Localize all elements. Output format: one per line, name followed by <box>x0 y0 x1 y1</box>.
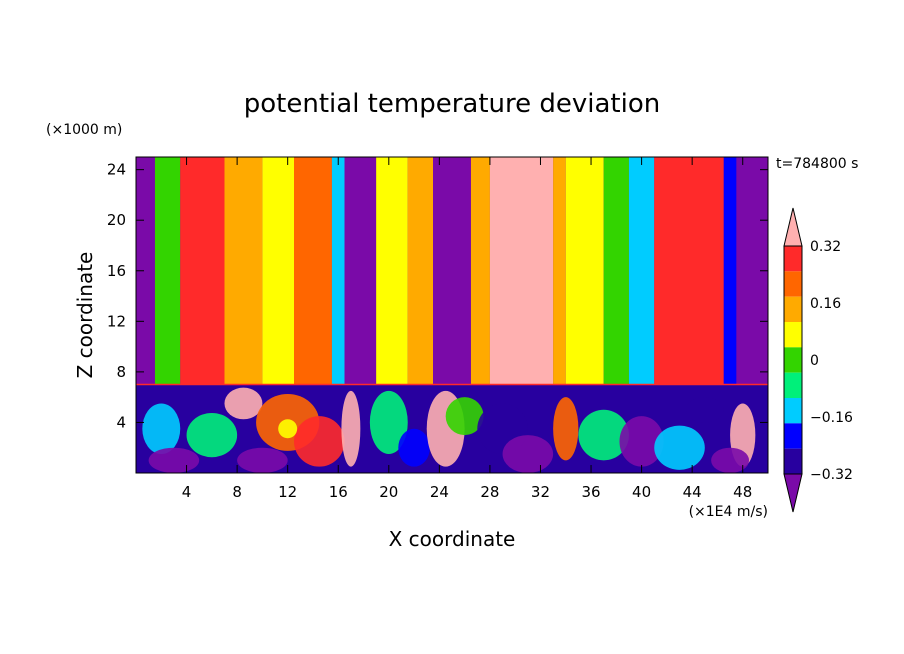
y-tick-label-0: 4 <box>116 413 126 431</box>
colorbar-segment-7 <box>784 296 802 322</box>
upper-column-5 <box>294 157 332 385</box>
upper-column-17 <box>654 157 724 385</box>
y-tick-label-1: 8 <box>116 363 126 381</box>
upper-column-15 <box>603 157 629 385</box>
lower-patch-0 <box>142 403 181 455</box>
colorbar-label-4: −0.32 <box>810 467 853 483</box>
x-tick-label-10: 44 <box>683 483 702 501</box>
colorbar-label-0: 0.32 <box>810 239 841 255</box>
upper-column-14 <box>565 157 604 385</box>
x-tick-label-7: 32 <box>531 483 550 501</box>
x-tick-label-11: 48 <box>733 483 752 501</box>
colorbar-label-2: 0 <box>810 353 819 369</box>
upper-column-8 <box>376 157 408 385</box>
lower-patch-14 <box>502 435 554 473</box>
colorbar-segment-2 <box>784 423 802 449</box>
x-tick-label-6: 28 <box>480 483 499 501</box>
lower-patch-4 <box>294 416 345 467</box>
colorbar-segment-4 <box>784 372 802 398</box>
y-axis: 4 8 12 16 20 24 <box>107 161 768 431</box>
lower-patch-16 <box>578 409 629 461</box>
colorbar-segment-5 <box>784 347 802 373</box>
lower-patch-1 <box>186 412 238 458</box>
time-label: t=784800 s <box>776 156 858 172</box>
x-tick-label-3: 16 <box>329 483 348 501</box>
y-tick-label-3: 16 <box>107 262 126 280</box>
lower-patch-8 <box>341 390 361 467</box>
colorbar: 0.32 0.16 0 −0.16 −0.32 <box>783 207 853 513</box>
plot-frame <box>135 156 769 474</box>
x-tick-label-5: 24 <box>430 483 449 501</box>
upper-column-1 <box>154 157 181 385</box>
y-units-label: (×1000 m) <box>46 122 122 138</box>
lower-patch-15 <box>553 397 579 461</box>
upper-column-7 <box>344 157 377 385</box>
upper-column-16 <box>628 157 655 385</box>
x-axis-label: X coordinate <box>389 527 516 551</box>
upper-column-9 <box>407 157 434 385</box>
lower-patch-18 <box>654 425 705 470</box>
x-tick-label-0: 4 <box>182 483 192 501</box>
upper-column-6 <box>331 157 345 385</box>
plot-area <box>135 156 769 474</box>
upper-column-18 <box>723 157 737 385</box>
x-tick-label-2: 12 <box>278 483 297 501</box>
lower-patch-17 <box>619 416 664 467</box>
upper-column-4 <box>262 157 294 385</box>
y-tick-label-4: 20 <box>107 211 126 229</box>
colorbar-extend-bottom <box>783 473 803 513</box>
colorbar-segment-1 <box>784 448 802 474</box>
upper-column-10 <box>433 157 471 385</box>
chart-title: potential temperature deviation <box>244 89 660 119</box>
colorbar-segment-3 <box>784 398 802 424</box>
upper-field <box>136 157 768 385</box>
lower-patch-21 <box>711 447 750 473</box>
lower-patch-7 <box>237 447 288 473</box>
lower-patch-12 <box>445 397 484 436</box>
lower-patch-19 <box>685 397 724 423</box>
x-tick-label-4: 20 <box>379 483 398 501</box>
colorbar-segment-6 <box>784 322 802 348</box>
lower-patch-2 <box>224 387 263 420</box>
lower-patch-5 <box>278 419 298 439</box>
x-tick-label-8: 36 <box>581 483 600 501</box>
lower-field <box>136 384 768 473</box>
lower-patch-10 <box>398 428 430 467</box>
lower-patch-9 <box>369 390 408 455</box>
lower-patch-6 <box>148 447 200 473</box>
x-units-label: (×1E4 m/s) <box>689 504 768 520</box>
y-tick-label-2: 12 <box>107 312 126 330</box>
upper-column-13 <box>553 157 566 385</box>
upper-column-2 <box>180 157 225 385</box>
colorbar-extend-top <box>783 207 803 247</box>
upper-column-0 <box>136 157 155 385</box>
colorbar-segment-9 <box>784 246 802 272</box>
upper-column-12 <box>489 157 554 385</box>
x-tick-label-1: 8 <box>232 483 242 501</box>
x-tick-label-9: 40 <box>632 483 651 501</box>
x-axis: 4 8 12 16 20 24 28 32 36 40 44 48 <box>182 157 752 501</box>
y-axis-label: Z coordinate <box>73 252 97 379</box>
upper-column-11 <box>470 157 490 385</box>
colorbar-label-1: 0.16 <box>810 296 841 312</box>
colorbar-label-3: −0.16 <box>810 410 853 426</box>
upper-column-3 <box>224 157 263 385</box>
colorbar-segment-8 <box>784 271 802 297</box>
y-tick-label-5: 24 <box>107 161 126 179</box>
